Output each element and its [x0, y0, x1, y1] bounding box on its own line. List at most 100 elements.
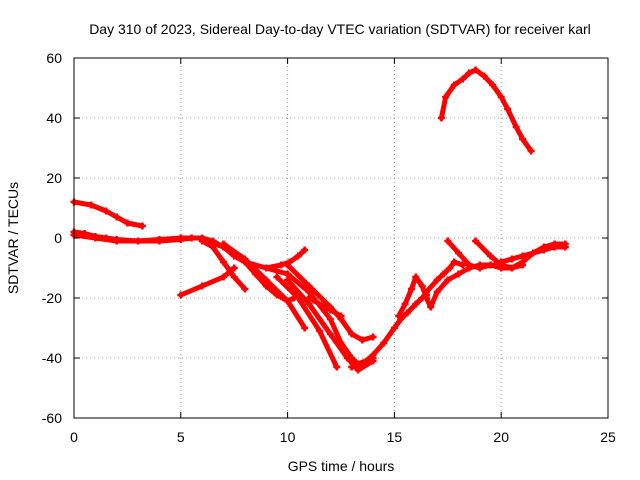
point-arc-18-4 [540, 246, 548, 254]
point-arc-15-2 [440, 270, 448, 278]
y-tick-label-6: 60 [46, 50, 62, 66]
point-arc-8-3 [326, 315, 334, 323]
point-arc-1-1 [87, 201, 95, 209]
point-arc-13-3 [380, 339, 388, 347]
point-arc-4-2 [220, 273, 228, 281]
point-arc-7-3 [284, 297, 292, 305]
point-arc-14-3 [412, 273, 420, 281]
point-arc-3-2 [113, 237, 121, 245]
point-arc-15-3 [446, 264, 454, 272]
point-arc-19-10 [512, 123, 520, 131]
point-arc-16-1 [454, 249, 462, 257]
point-arc-19-3 [459, 75, 467, 83]
x-axis-label: GPS time / hours [288, 458, 395, 474]
point-arc-10-0 [273, 273, 281, 281]
point-arc-9-3 [343, 354, 351, 362]
point-arc-15-5 [459, 261, 467, 269]
point-arc-19-7 [489, 81, 497, 89]
point-arc-1-2 [102, 207, 110, 215]
point-arc-18-2 [519, 252, 527, 260]
point-arc-11-5 [358, 336, 366, 344]
point-arc-8-1 [284, 270, 292, 278]
point-arc-19-5 [472, 66, 480, 74]
point-arc-14-4 [418, 282, 426, 290]
point-arc-6-0 [202, 237, 210, 245]
point-arc-16-0 [444, 237, 452, 245]
chart-title: Day 310 of 2023, Sidereal Day-to-day VTE… [89, 21, 591, 37]
y-tick-label-3: 0 [54, 230, 62, 246]
series-arc-13 [349, 292, 429, 370]
point-arc-9-1 [305, 300, 313, 308]
point-arc-3-4 [155, 236, 163, 243]
point-arc-19-8 [497, 93, 505, 101]
point-arc-9-2 [326, 330, 334, 338]
point-arc-10-1 [294, 294, 302, 302]
series-group [70, 66, 569, 374]
point-arc-14-8 [444, 276, 452, 284]
point-arc-11-1 [305, 282, 313, 290]
point-arc-6-4 [262, 282, 270, 290]
point-arc-14-2 [407, 285, 415, 293]
point-arc-11-4 [348, 330, 356, 338]
y-tick-label-5: 40 [46, 110, 62, 126]
x-tick-label-4: 20 [493, 429, 509, 445]
point-arc-1-4 [123, 219, 131, 227]
point-arc-3-5 [177, 234, 185, 242]
point-arc-13-1 [358, 360, 366, 368]
point-arc-7-0 [220, 240, 228, 248]
y-axis-label: SDTVAR / TECUs [5, 182, 21, 294]
point-arc-18-3 [529, 249, 537, 257]
point-arc-18-5 [551, 243, 559, 251]
point-arc-17-3 [508, 264, 516, 272]
point-arc-14-5 [422, 294, 430, 302]
point-arc-7-4 [301, 324, 309, 332]
point-arc-15-0 [422, 288, 430, 296]
point-arc-17-4 [519, 258, 527, 266]
point-arc-3-12 [277, 261, 285, 269]
point-arc-8-0 [262, 264, 270, 272]
y-tick-label-2: -20 [42, 290, 62, 306]
point-arc-13-4 [390, 324, 398, 332]
point-arc-13-6 [403, 309, 411, 317]
point-arc-17-1 [487, 252, 495, 260]
point-arc-14-1 [401, 300, 409, 308]
x-tick-label-5: 25 [600, 429, 616, 445]
point-arc-13-7 [412, 300, 420, 308]
point-arc-16-4 [487, 261, 495, 269]
point-arc-14-0 [395, 312, 403, 320]
point-arc-19-9 [504, 105, 512, 113]
point-arc-13-0 [348, 363, 356, 371]
point-arc-4-3 [230, 264, 238, 272]
point-arc-18-1 [508, 255, 516, 263]
point-arc-11-0 [284, 261, 292, 269]
point-arc-19-2 [450, 81, 458, 89]
series-arc-10 [274, 274, 340, 370]
point-arc-13-2 [369, 351, 377, 359]
point-arc-19-6 [480, 72, 488, 80]
point-arc-3-15 [301, 246, 309, 254]
axis-ticks: 0 5 10 15 20 25 -60 -40 -20 0 20 40 60 [42, 50, 616, 445]
point-arc-10-2 [316, 327, 324, 335]
point-arc-7-1 [241, 255, 249, 263]
point-arc-14-9 [454, 270, 462, 278]
point-arc-12-2 [337, 312, 345, 320]
point-arc-5-3 [230, 273, 238, 281]
point-arc-15-4 [450, 258, 458, 266]
point-arc-18-0 [497, 258, 505, 266]
point-arc-19-0 [437, 114, 445, 122]
point-arc-15-1 [433, 276, 441, 284]
point-arc-9-5 [369, 357, 377, 365]
point-arc-1-3 [113, 213, 121, 221]
point-arc-10-3 [333, 363, 341, 371]
x-tick-label-2: 10 [280, 429, 296, 445]
point-arc-19-12 [527, 147, 535, 155]
point-arc-4-0 [177, 291, 185, 299]
series-arc-9 [285, 277, 376, 373]
point-arc-12-0 [305, 294, 313, 302]
x-tick-label-0: 0 [70, 429, 78, 445]
point-arc-3-1 [91, 234, 99, 242]
point-arc-11-6 [369, 333, 377, 341]
point-arc-7-2 [262, 276, 270, 284]
